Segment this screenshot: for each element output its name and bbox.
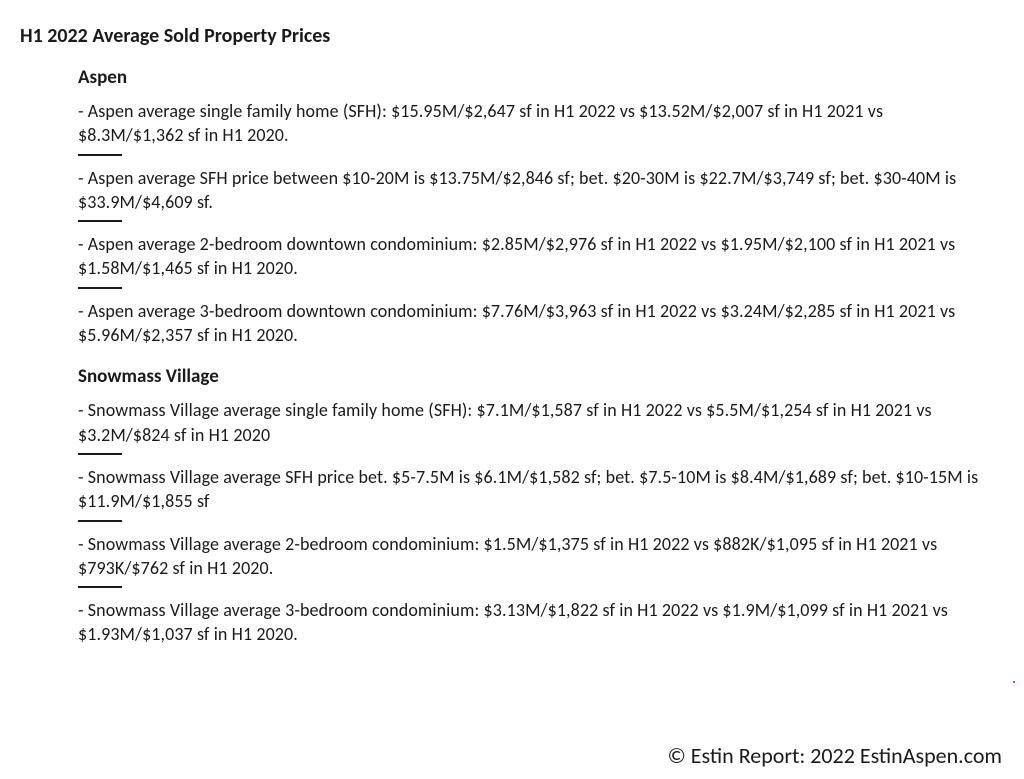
divider xyxy=(78,220,122,222)
list-item: - Aspen average SFH price between $10-20… xyxy=(78,166,986,215)
page-title: H1 2022 Average Sold Property Prices xyxy=(20,24,1004,48)
section-heading: Aspen xyxy=(78,66,986,89)
divider xyxy=(78,586,122,588)
section-snowmass: Snowmass Village - Snowmass Village aver… xyxy=(78,365,986,646)
divider xyxy=(78,453,122,455)
list-item: - Aspen average 2-bedroom downtown condo… xyxy=(78,232,986,281)
list-item: - Snowmass Village average 2-bedroom con… xyxy=(78,532,986,581)
footer-credit: © Estin Report: 2022 EstinAspen.com xyxy=(667,742,1002,769)
divider xyxy=(78,154,122,156)
page: H1 2022 Average Sold Property Prices Asp… xyxy=(0,0,1024,779)
section-gap xyxy=(20,351,1004,365)
section-heading: Snowmass Village xyxy=(78,365,986,388)
list-item: - Snowmass Village average single family… xyxy=(78,398,986,447)
list-item: - Aspen average single family home (SFH)… xyxy=(78,99,986,148)
list-item: - Snowmass Village average SFH price bet… xyxy=(78,465,986,514)
divider xyxy=(78,287,122,289)
list-item: - Snowmass Village average 3-bedroom con… xyxy=(78,598,986,647)
section-aspen: Aspen - Aspen average single family home… xyxy=(78,66,986,347)
divider xyxy=(78,520,122,522)
list-item: - Aspen average 3-bedroom downtown condo… xyxy=(78,299,986,348)
marker-dot-icon: . xyxy=(1012,670,1016,687)
